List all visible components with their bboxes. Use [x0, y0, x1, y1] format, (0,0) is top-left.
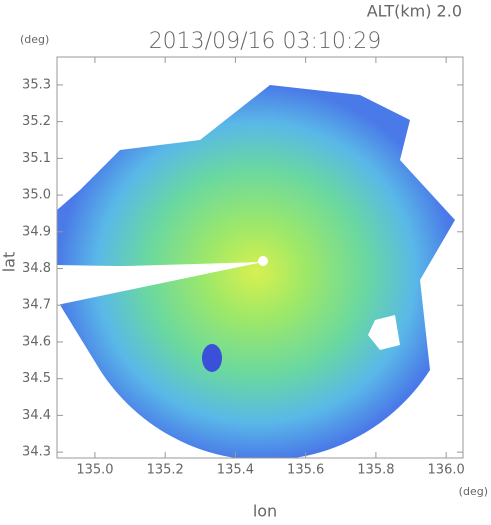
y-tick-label: 34.8 [22, 261, 51, 276]
x-tick-label: 135.6 [287, 463, 324, 478]
y-tick-label: 34.7 [22, 298, 51, 313]
x-tick-label: 135.2 [147, 463, 184, 478]
radar-field [57, 85, 455, 458]
x-tick-label: 135.8 [357, 463, 394, 478]
y-tick-label: 35.3 [22, 77, 51, 92]
echo-gap [368, 315, 400, 350]
y-tick-label: 34.4 [22, 408, 51, 423]
chart-title: 2013/09/16 03:10:29 [149, 29, 382, 54]
plot-frame [56, 56, 464, 459]
y-tick-label: 34.6 [22, 334, 51, 349]
y-tick-label: 35.2 [22, 114, 51, 129]
x-unit: (deg) [459, 485, 488, 498]
y-tick-label: 35.0 [22, 188, 51, 203]
x-axis-label: lon [253, 502, 277, 521]
radar-site [258, 256, 268, 266]
y-tick-label: 35.1 [22, 151, 51, 166]
blocked-sector [57, 262, 263, 305]
x-tick-label: 136.0 [428, 463, 465, 478]
y-tick-label: 34.5 [22, 371, 51, 386]
y-tick-label: 34.3 [22, 445, 51, 460]
altitude-label: ALT(km) 2.0 [367, 2, 462, 21]
x-tick-label: 135.4 [217, 463, 254, 478]
radar-echo [57, 85, 455, 458]
y-unit: (deg) [20, 33, 49, 46]
x-tick-label: 135.0 [76, 463, 113, 478]
y-tick-label: 34.9 [22, 224, 51, 239]
y-axis-label: lat [0, 252, 19, 273]
echo-patch [202, 344, 222, 372]
